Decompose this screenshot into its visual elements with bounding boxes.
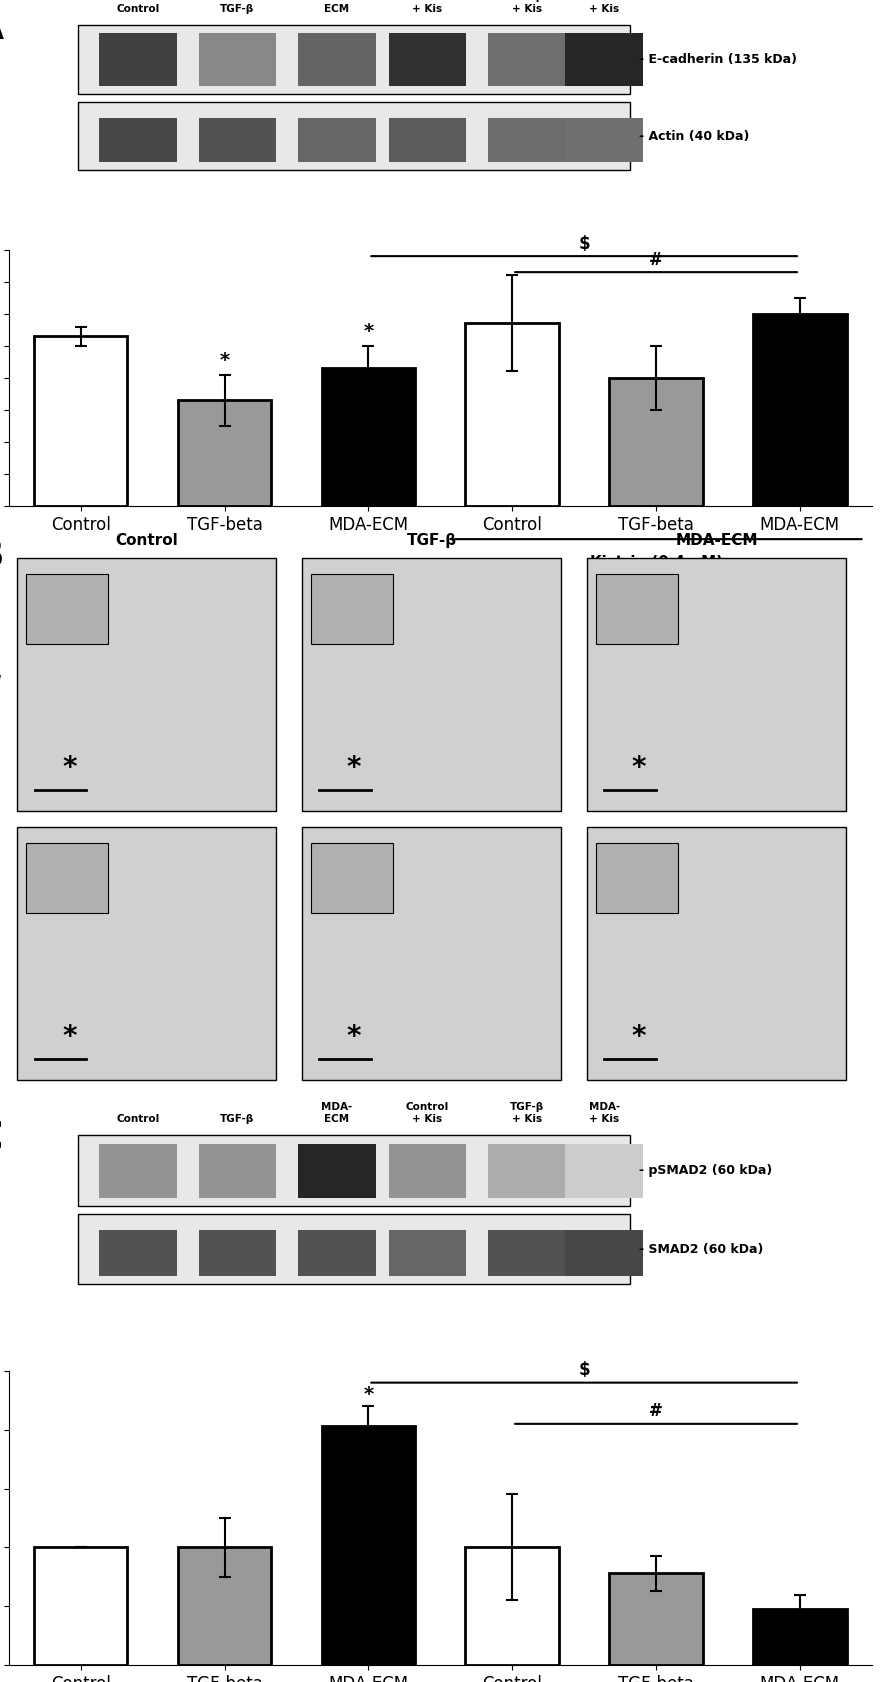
- FancyBboxPatch shape: [18, 558, 276, 811]
- Text: MDA-
+ Kis: MDA- + Kis: [588, 0, 620, 13]
- Text: - Actin (40 kDa): - Actin (40 kDa): [638, 130, 749, 143]
- FancyBboxPatch shape: [488, 1144, 565, 1198]
- FancyBboxPatch shape: [302, 558, 561, 811]
- Text: $: $: [578, 235, 590, 252]
- FancyBboxPatch shape: [565, 34, 642, 86]
- FancyBboxPatch shape: [297, 118, 375, 163]
- FancyBboxPatch shape: [199, 1230, 276, 1277]
- FancyBboxPatch shape: [18, 828, 276, 1080]
- FancyBboxPatch shape: [565, 1230, 642, 1277]
- FancyBboxPatch shape: [311, 843, 392, 913]
- Bar: [178, 1547, 271, 1665]
- Text: *: *: [363, 321, 373, 341]
- Text: - E-cadherin (135 kDa): - E-cadherin (135 kDa): [638, 52, 796, 66]
- FancyBboxPatch shape: [388, 118, 466, 163]
- Text: Control
+ Kis: Control + Kis: [406, 1102, 449, 1124]
- Text: MDA-
ECM: MDA- ECM: [321, 0, 352, 13]
- FancyBboxPatch shape: [595, 843, 678, 913]
- FancyBboxPatch shape: [595, 575, 678, 644]
- FancyBboxPatch shape: [488, 118, 565, 163]
- FancyBboxPatch shape: [26, 575, 108, 644]
- Bar: [321, 1426, 414, 1665]
- Text: Kistrin (0.4 μM): Kistrin (0.4 μM): [589, 555, 722, 570]
- Text: MDA-ECM: MDA-ECM: [675, 533, 757, 548]
- Text: TGF-β: TGF-β: [220, 1113, 254, 1124]
- FancyBboxPatch shape: [587, 558, 846, 811]
- Bar: [609, 378, 702, 506]
- FancyBboxPatch shape: [565, 118, 642, 163]
- FancyBboxPatch shape: [565, 1144, 642, 1198]
- Text: MDA-
+ Kis: MDA- + Kis: [588, 1102, 620, 1124]
- FancyBboxPatch shape: [297, 34, 375, 86]
- FancyBboxPatch shape: [199, 1144, 276, 1198]
- FancyBboxPatch shape: [77, 1214, 630, 1285]
- Text: *: *: [347, 1023, 361, 1051]
- FancyBboxPatch shape: [311, 575, 392, 644]
- Text: - SMAD2 (60 kDa): - SMAD2 (60 kDa): [638, 1243, 763, 1255]
- FancyBboxPatch shape: [388, 1144, 466, 1198]
- Bar: [466, 323, 559, 506]
- FancyBboxPatch shape: [388, 1230, 466, 1277]
- Bar: [466, 1547, 559, 1665]
- Text: *: *: [62, 754, 77, 782]
- FancyBboxPatch shape: [26, 843, 108, 913]
- FancyBboxPatch shape: [99, 118, 177, 163]
- Text: TGF-β: TGF-β: [220, 3, 254, 13]
- Bar: [34, 336, 128, 506]
- Text: Control
+ Kis: Control + Kis: [406, 0, 449, 13]
- Text: Control: Control: [116, 1113, 160, 1124]
- FancyBboxPatch shape: [77, 25, 630, 94]
- Text: *: *: [631, 1023, 646, 1051]
- FancyBboxPatch shape: [297, 1230, 375, 1277]
- FancyBboxPatch shape: [488, 34, 565, 86]
- Text: B: B: [0, 537, 4, 575]
- Text: *: *: [631, 754, 646, 782]
- Text: MDA-
ECM: MDA- ECM: [321, 1102, 352, 1124]
- Text: *: *: [347, 754, 361, 782]
- FancyBboxPatch shape: [99, 1144, 177, 1198]
- Text: C: C: [0, 1119, 3, 1157]
- Text: *: *: [62, 1023, 77, 1051]
- FancyBboxPatch shape: [587, 828, 846, 1080]
- Text: *: *: [219, 352, 230, 370]
- Text: $: $: [578, 1361, 590, 1379]
- Text: Control: Control: [116, 3, 160, 13]
- FancyBboxPatch shape: [488, 1230, 565, 1277]
- Bar: [609, 1573, 702, 1665]
- Bar: [34, 1547, 128, 1665]
- FancyBboxPatch shape: [388, 34, 466, 86]
- Bar: [178, 400, 271, 506]
- Text: Control: Control: [115, 533, 178, 548]
- Bar: [752, 1608, 846, 1665]
- Text: #: #: [649, 251, 663, 269]
- FancyBboxPatch shape: [199, 118, 276, 163]
- Bar: [752, 315, 846, 506]
- FancyBboxPatch shape: [302, 828, 561, 1080]
- FancyBboxPatch shape: [77, 1135, 630, 1206]
- Text: TGF-β
+ Kis: TGF-β + Kis: [510, 1102, 543, 1124]
- Text: - pSMAD2 (60 kDa): - pSMAD2 (60 kDa): [638, 1164, 772, 1177]
- FancyBboxPatch shape: [99, 1230, 177, 1277]
- Text: TGF-β: TGF-β: [407, 533, 457, 548]
- Text: A: A: [0, 8, 4, 47]
- Text: *: *: [363, 1384, 373, 1404]
- FancyBboxPatch shape: [199, 34, 276, 86]
- FancyBboxPatch shape: [77, 101, 630, 170]
- Text: TGF-β
+ Kis: TGF-β + Kis: [510, 0, 543, 13]
- Text: #: #: [649, 1403, 663, 1420]
- Bar: [321, 368, 414, 506]
- FancyBboxPatch shape: [297, 1144, 375, 1198]
- FancyBboxPatch shape: [99, 34, 177, 86]
